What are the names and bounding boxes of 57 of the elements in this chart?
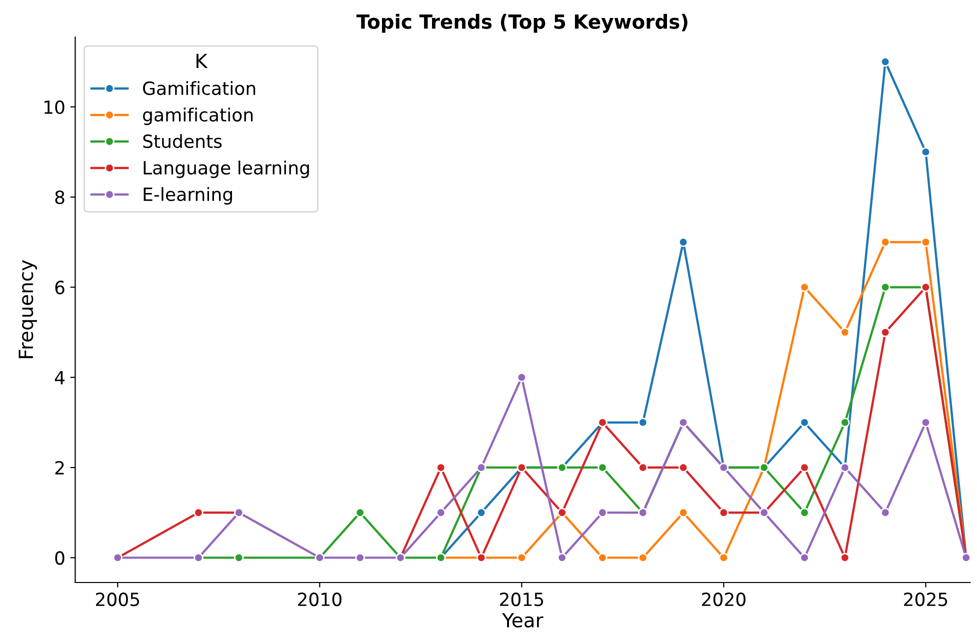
legend-label: Language learning (144, 160, 309, 178)
chart-title: Topic Trends (Top 5 Keywords) (356, 14, 688, 33)
x-tick-label: 2025 (904, 592, 948, 606)
legend-label: Students (143, 134, 222, 148)
y-tick-label: 8 (55, 190, 64, 204)
point (718, 508, 729, 518)
point (678, 508, 688, 518)
y-axis-title: Frequency (18, 260, 37, 358)
point (800, 462, 810, 472)
x-tick-label: 2010 (298, 592, 342, 606)
point (557, 552, 567, 563)
point (840, 418, 850, 428)
point (800, 418, 810, 428)
legend-label: E-learning (144, 187, 232, 205)
x-axis-title: Year (502, 613, 544, 628)
legend-label: Gamification (143, 81, 256, 96)
point (516, 372, 527, 382)
point (638, 462, 648, 472)
point (920, 237, 931, 247)
point (638, 552, 648, 563)
point (638, 418, 648, 428)
y-tick-label: 0 (55, 551, 64, 565)
point (840, 327, 850, 338)
point (678, 237, 688, 247)
point (598, 462, 608, 472)
legend-label: gamification (143, 108, 253, 126)
y-tick-label: 10 (44, 100, 64, 114)
point (800, 508, 810, 518)
y-tick-label: 2 (55, 460, 64, 474)
point (800, 282, 810, 292)
point (880, 237, 890, 247)
point (355, 552, 365, 563)
x-tick-label: 2005 (96, 592, 140, 606)
point (476, 508, 486, 518)
point (880, 508, 890, 518)
point (678, 462, 688, 472)
y-tick-label: 6 (55, 280, 64, 294)
point (194, 508, 204, 518)
point (920, 418, 931, 428)
point (840, 552, 850, 563)
point (920, 147, 931, 157)
x-tick-label: 2020 (702, 592, 746, 606)
point (880, 327, 890, 338)
point (880, 56, 890, 67)
point (718, 552, 729, 563)
point (436, 462, 446, 472)
point (880, 282, 890, 292)
point (234, 552, 244, 563)
point (598, 508, 608, 518)
legend-title: K (196, 54, 208, 68)
point (598, 552, 608, 563)
point (800, 552, 810, 563)
x-tick-label: 2015 (500, 592, 544, 606)
y-tick-label: 4 (54, 371, 64, 384)
point (436, 508, 446, 518)
point (355, 508, 365, 518)
point (516, 552, 527, 563)
